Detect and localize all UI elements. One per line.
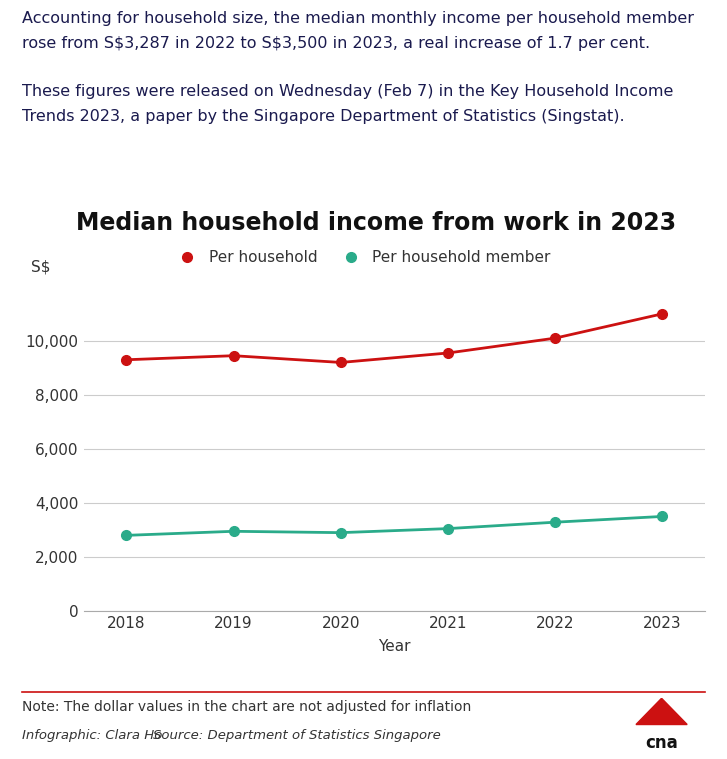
Text: Median household income from work in 2023: Median household income from work in 202…: [76, 211, 676, 235]
Text: cna: cna: [645, 734, 678, 752]
Legend: Per household, Per household member: Per household, Per household member: [166, 244, 557, 271]
Polygon shape: [636, 698, 687, 725]
X-axis label: Year: Year: [378, 639, 411, 654]
Text: Trends 2023, a paper by the Singapore Department of Statistics (Singstat).: Trends 2023, a paper by the Singapore De…: [22, 109, 624, 124]
Text: Note: The dollar values in the chart are not adjusted for inflation: Note: The dollar values in the chart are…: [22, 700, 471, 713]
Text: Source: Department of Statistics Singapore: Source: Department of Statistics Singapo…: [153, 729, 441, 742]
Text: Infographic: Clara Ho: Infographic: Clara Ho: [22, 729, 162, 742]
Text: Accounting for household size, the median monthly income per household member: Accounting for household size, the media…: [22, 11, 694, 27]
Text: S$: S$: [31, 260, 50, 275]
Text: These figures were released on Wednesday (Feb 7) in the Key Household Income: These figures were released on Wednesday…: [22, 84, 673, 99]
Text: rose from S\$3,287 in 2022 to S\$3,500 in 2023, a real increase of 1.7 per cent.: rose from S\$3,287 in 2022 to S\$3,500 i…: [22, 36, 650, 52]
